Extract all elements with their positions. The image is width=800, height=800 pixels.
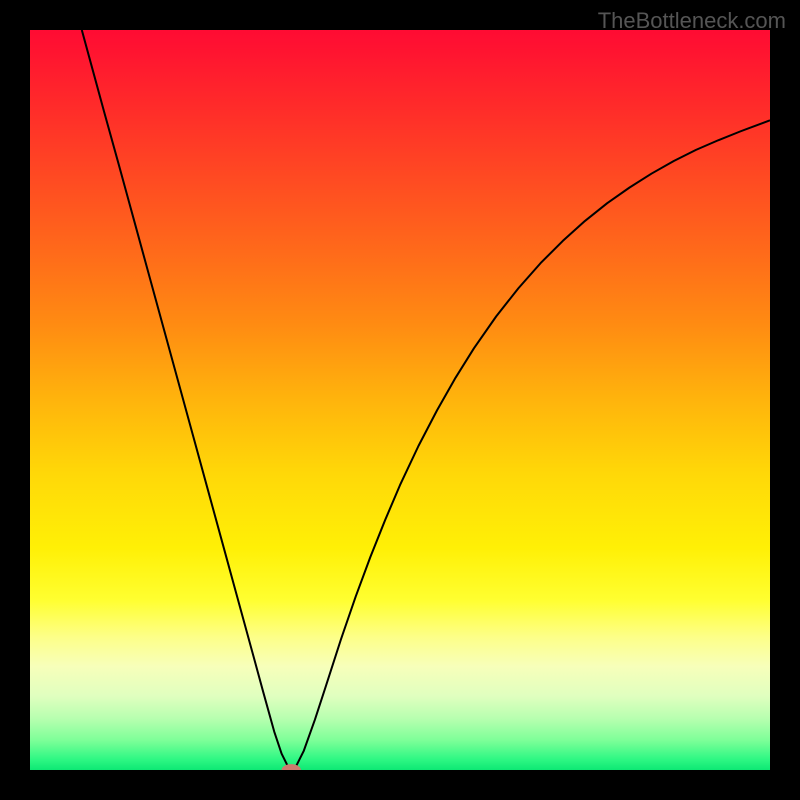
chart-container: TheBottleneck.com — [0, 0, 800, 800]
watermark-text: TheBottleneck.com — [598, 8, 786, 34]
chart-svg — [30, 30, 770, 770]
plot-area — [30, 30, 770, 770]
gradient-background — [30, 30, 770, 770]
